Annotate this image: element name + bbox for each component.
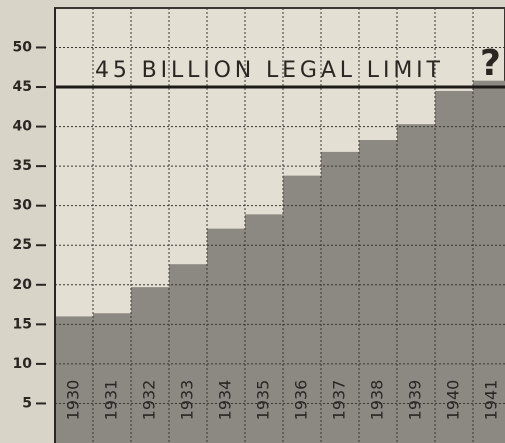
y-tick-label: 45 (13, 79, 32, 95)
x-tick-label: 1933 (178, 380, 197, 421)
bar (93, 313, 131, 443)
y-tick-label: 35 (13, 158, 32, 174)
y-tick-label: 10 (13, 356, 33, 372)
x-tick-label: 1930 (64, 380, 83, 421)
y-tick-label: 40 (13, 119, 33, 135)
question-annotation: ? (480, 43, 501, 84)
y-tick-label: 25 (13, 237, 32, 253)
x-tick-label: 1936 (292, 380, 311, 421)
y-tick-label: 20 (13, 277, 33, 293)
limit-annotation: 45 BILLION LEGAL LIMIT (95, 58, 441, 83)
x-tick-label: 1938 (368, 380, 387, 421)
x-tick-label: 1941 (482, 380, 501, 421)
y-tick-label: 5 (22, 395, 32, 411)
x-tick-label: 1931 (102, 380, 121, 421)
y-tick-label: 50 (13, 39, 33, 55)
y-tick-label: 30 (13, 198, 33, 214)
x-tick-label: 1939 (406, 380, 425, 421)
x-tick-label: 1935 (254, 380, 273, 421)
x-tick-label: 1934 (216, 380, 235, 421)
y-tick-label: 15 (13, 316, 32, 332)
chart: 5 10 15 20 25 30 35 40 45 50 1930 1931 1932 1933 1934 1… (0, 0, 505, 443)
x-tick-label: 1940 (444, 380, 463, 421)
x-tick-label: 1937 (330, 380, 349, 421)
x-tick-label: 1932 (140, 380, 159, 421)
